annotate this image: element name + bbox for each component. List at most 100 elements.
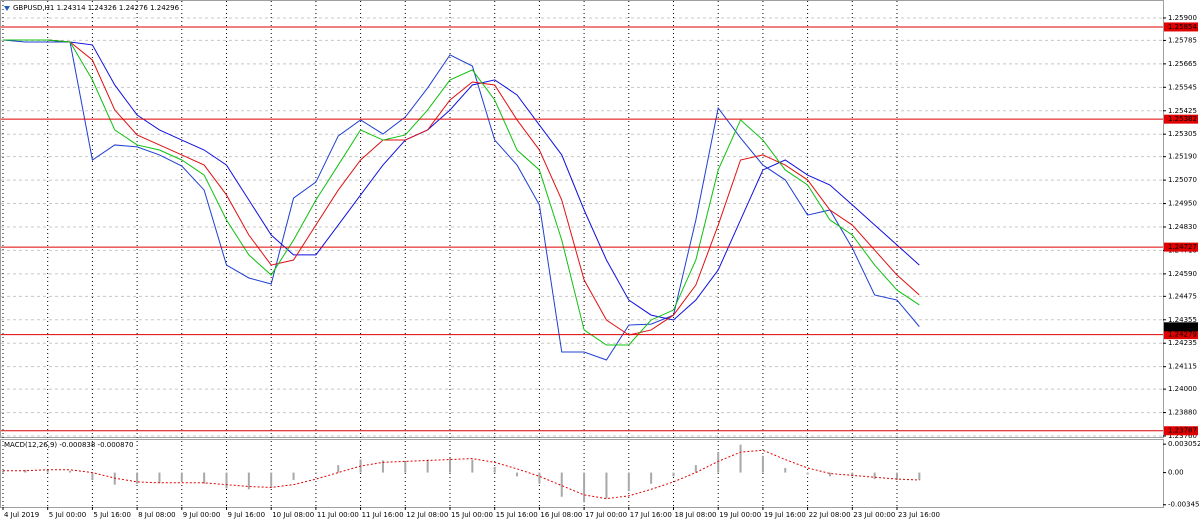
histogram-bar xyxy=(538,472,541,484)
x-tick-label: 5 Jul 00:00 xyxy=(49,511,87,519)
histogram-bar xyxy=(314,472,317,474)
y-tick-label: 1.24000 xyxy=(1168,385,1197,393)
y-tick-label: 1.24355 xyxy=(1168,316,1197,324)
last-price-label: 1.24296 xyxy=(1168,323,1197,331)
level-label-box xyxy=(1164,22,1198,32)
y-tick-label: 1.23880 xyxy=(1168,409,1197,417)
y-tick-label: -0.003457 xyxy=(1168,501,1200,509)
histogram-bar xyxy=(426,459,429,473)
x-tick-label: 11 Jul 16:00 xyxy=(362,511,404,519)
histogram-bar xyxy=(471,459,474,473)
line-series xyxy=(3,39,920,346)
x-tick-label: 5 Jul 16:00 xyxy=(93,511,131,519)
level-label: 1.25382 xyxy=(1168,115,1197,123)
x-tick-label: 16 Jul 08:00 xyxy=(540,511,582,519)
y-tick-label: 1.25785 xyxy=(1168,36,1197,44)
level-label-box xyxy=(1164,330,1198,340)
line-series xyxy=(3,449,920,500)
x-tick-label: 9 Jul 16:00 xyxy=(228,511,266,519)
price-pane-border xyxy=(0,0,1164,438)
histogram-bar xyxy=(516,472,519,477)
y-tick-label: 1.25190 xyxy=(1168,153,1197,161)
x-tick-label: 4 Jul 2019 xyxy=(4,511,39,519)
histogram-bar xyxy=(158,472,161,483)
x-tick-label: 15 Jul 00:00 xyxy=(451,511,493,519)
x-tick-label: 17 Jul 16:00 xyxy=(630,511,672,519)
level-label: 1.23787 xyxy=(1168,427,1197,435)
histogram-bar xyxy=(672,472,675,477)
level-label-box xyxy=(1164,114,1198,124)
y-tick-label: 1.25070 xyxy=(1168,176,1197,184)
histogram-bar xyxy=(583,472,586,503)
y-tick-label: 1.25900 xyxy=(1168,14,1197,22)
histogram-bar xyxy=(896,472,898,481)
histogram-bar xyxy=(806,472,809,475)
y-tick-label: 1.24475 xyxy=(1168,292,1197,300)
line-series xyxy=(3,39,920,336)
x-tick-label: 12 Jul 08:00 xyxy=(406,511,448,519)
chart-header: GBPUSD,H1 1.24314 1.24326 1.24276 1.2429… xyxy=(13,4,180,12)
y-tick-label: 0.003052 xyxy=(1168,440,1200,448)
y-tick-label: 1.24590 xyxy=(1168,270,1197,278)
histogram-bar xyxy=(784,467,787,473)
histogram-bar xyxy=(493,466,496,473)
symbol-icon xyxy=(4,6,10,11)
histogram-bar xyxy=(225,472,228,489)
y-tick-label: 1.24115 xyxy=(1168,363,1197,371)
histogram-bar xyxy=(828,472,831,477)
histogram-bar xyxy=(91,472,94,481)
x-tick-label: 19 Jul 16:00 xyxy=(764,511,806,519)
histogram-bar xyxy=(270,472,273,488)
y-tick-label: 1.23760 xyxy=(1168,432,1197,440)
histogram-bar xyxy=(381,460,384,473)
x-tick-label: 10 Jul 08:00 xyxy=(272,511,314,519)
y-tick-label: 1.24950 xyxy=(1168,200,1197,208)
macd-title: MACD(12,26,9) -0.000838 -0.000870 xyxy=(4,441,133,449)
x-tick-label: 8 Jul 08:00 xyxy=(138,511,176,519)
histogram-bar xyxy=(337,465,340,473)
marks-layer xyxy=(1,26,1163,503)
x-tick-label: 11 Jul 00:00 xyxy=(317,511,359,519)
histogram-bar xyxy=(69,470,72,473)
histogram-bar xyxy=(873,472,876,480)
histogram-bar xyxy=(24,469,27,473)
histogram-bar xyxy=(851,472,854,477)
x-tick-label: 18 Jul 08:00 xyxy=(675,511,717,519)
histogram-bar xyxy=(180,472,183,482)
histogram-bar xyxy=(605,472,608,499)
histogram-bar xyxy=(717,452,720,473)
histogram-bar xyxy=(739,444,742,473)
histogram-bar xyxy=(761,455,764,473)
level-label-box xyxy=(1164,242,1198,252)
y-tick-label: 0.00 xyxy=(1168,469,1184,477)
histogram-bar xyxy=(2,470,4,473)
level-label-box xyxy=(1164,426,1198,436)
histogram-bar xyxy=(918,472,921,481)
histogram-bar xyxy=(560,472,563,497)
histogram-bar xyxy=(46,469,49,473)
x-tick-label: 15 Jul 16:00 xyxy=(496,511,538,519)
x-tick-label: 9 Jul 00:00 xyxy=(183,511,221,519)
y-tick-label: 1.24235 xyxy=(1168,339,1197,347)
x-tick-label: 23 Jul 00:00 xyxy=(853,511,895,519)
y-tick-label: 1.25665 xyxy=(1168,60,1197,68)
line-series xyxy=(3,39,920,321)
x-tick-label: 19 Jul 00:00 xyxy=(719,511,761,519)
histogram-bar xyxy=(404,461,407,473)
macd-pane-border xyxy=(0,439,1164,508)
histogram-bar xyxy=(247,472,250,490)
histogram-bar xyxy=(203,472,206,484)
histogram-bar xyxy=(694,465,697,473)
y-tick-label: 1.24830 xyxy=(1168,223,1197,231)
last-price-box xyxy=(1164,322,1198,332)
x-tick-label: 17 Jul 00:00 xyxy=(585,511,627,519)
grid-layer xyxy=(1,1,1163,507)
line-series xyxy=(2,39,920,361)
histogram-bar xyxy=(136,472,139,484)
histogram-bar xyxy=(650,472,653,484)
histogram-bar xyxy=(292,472,295,481)
x-tick-label: 23 Jul 16:00 xyxy=(898,511,940,519)
level-label: 1.25854 xyxy=(1168,23,1197,31)
